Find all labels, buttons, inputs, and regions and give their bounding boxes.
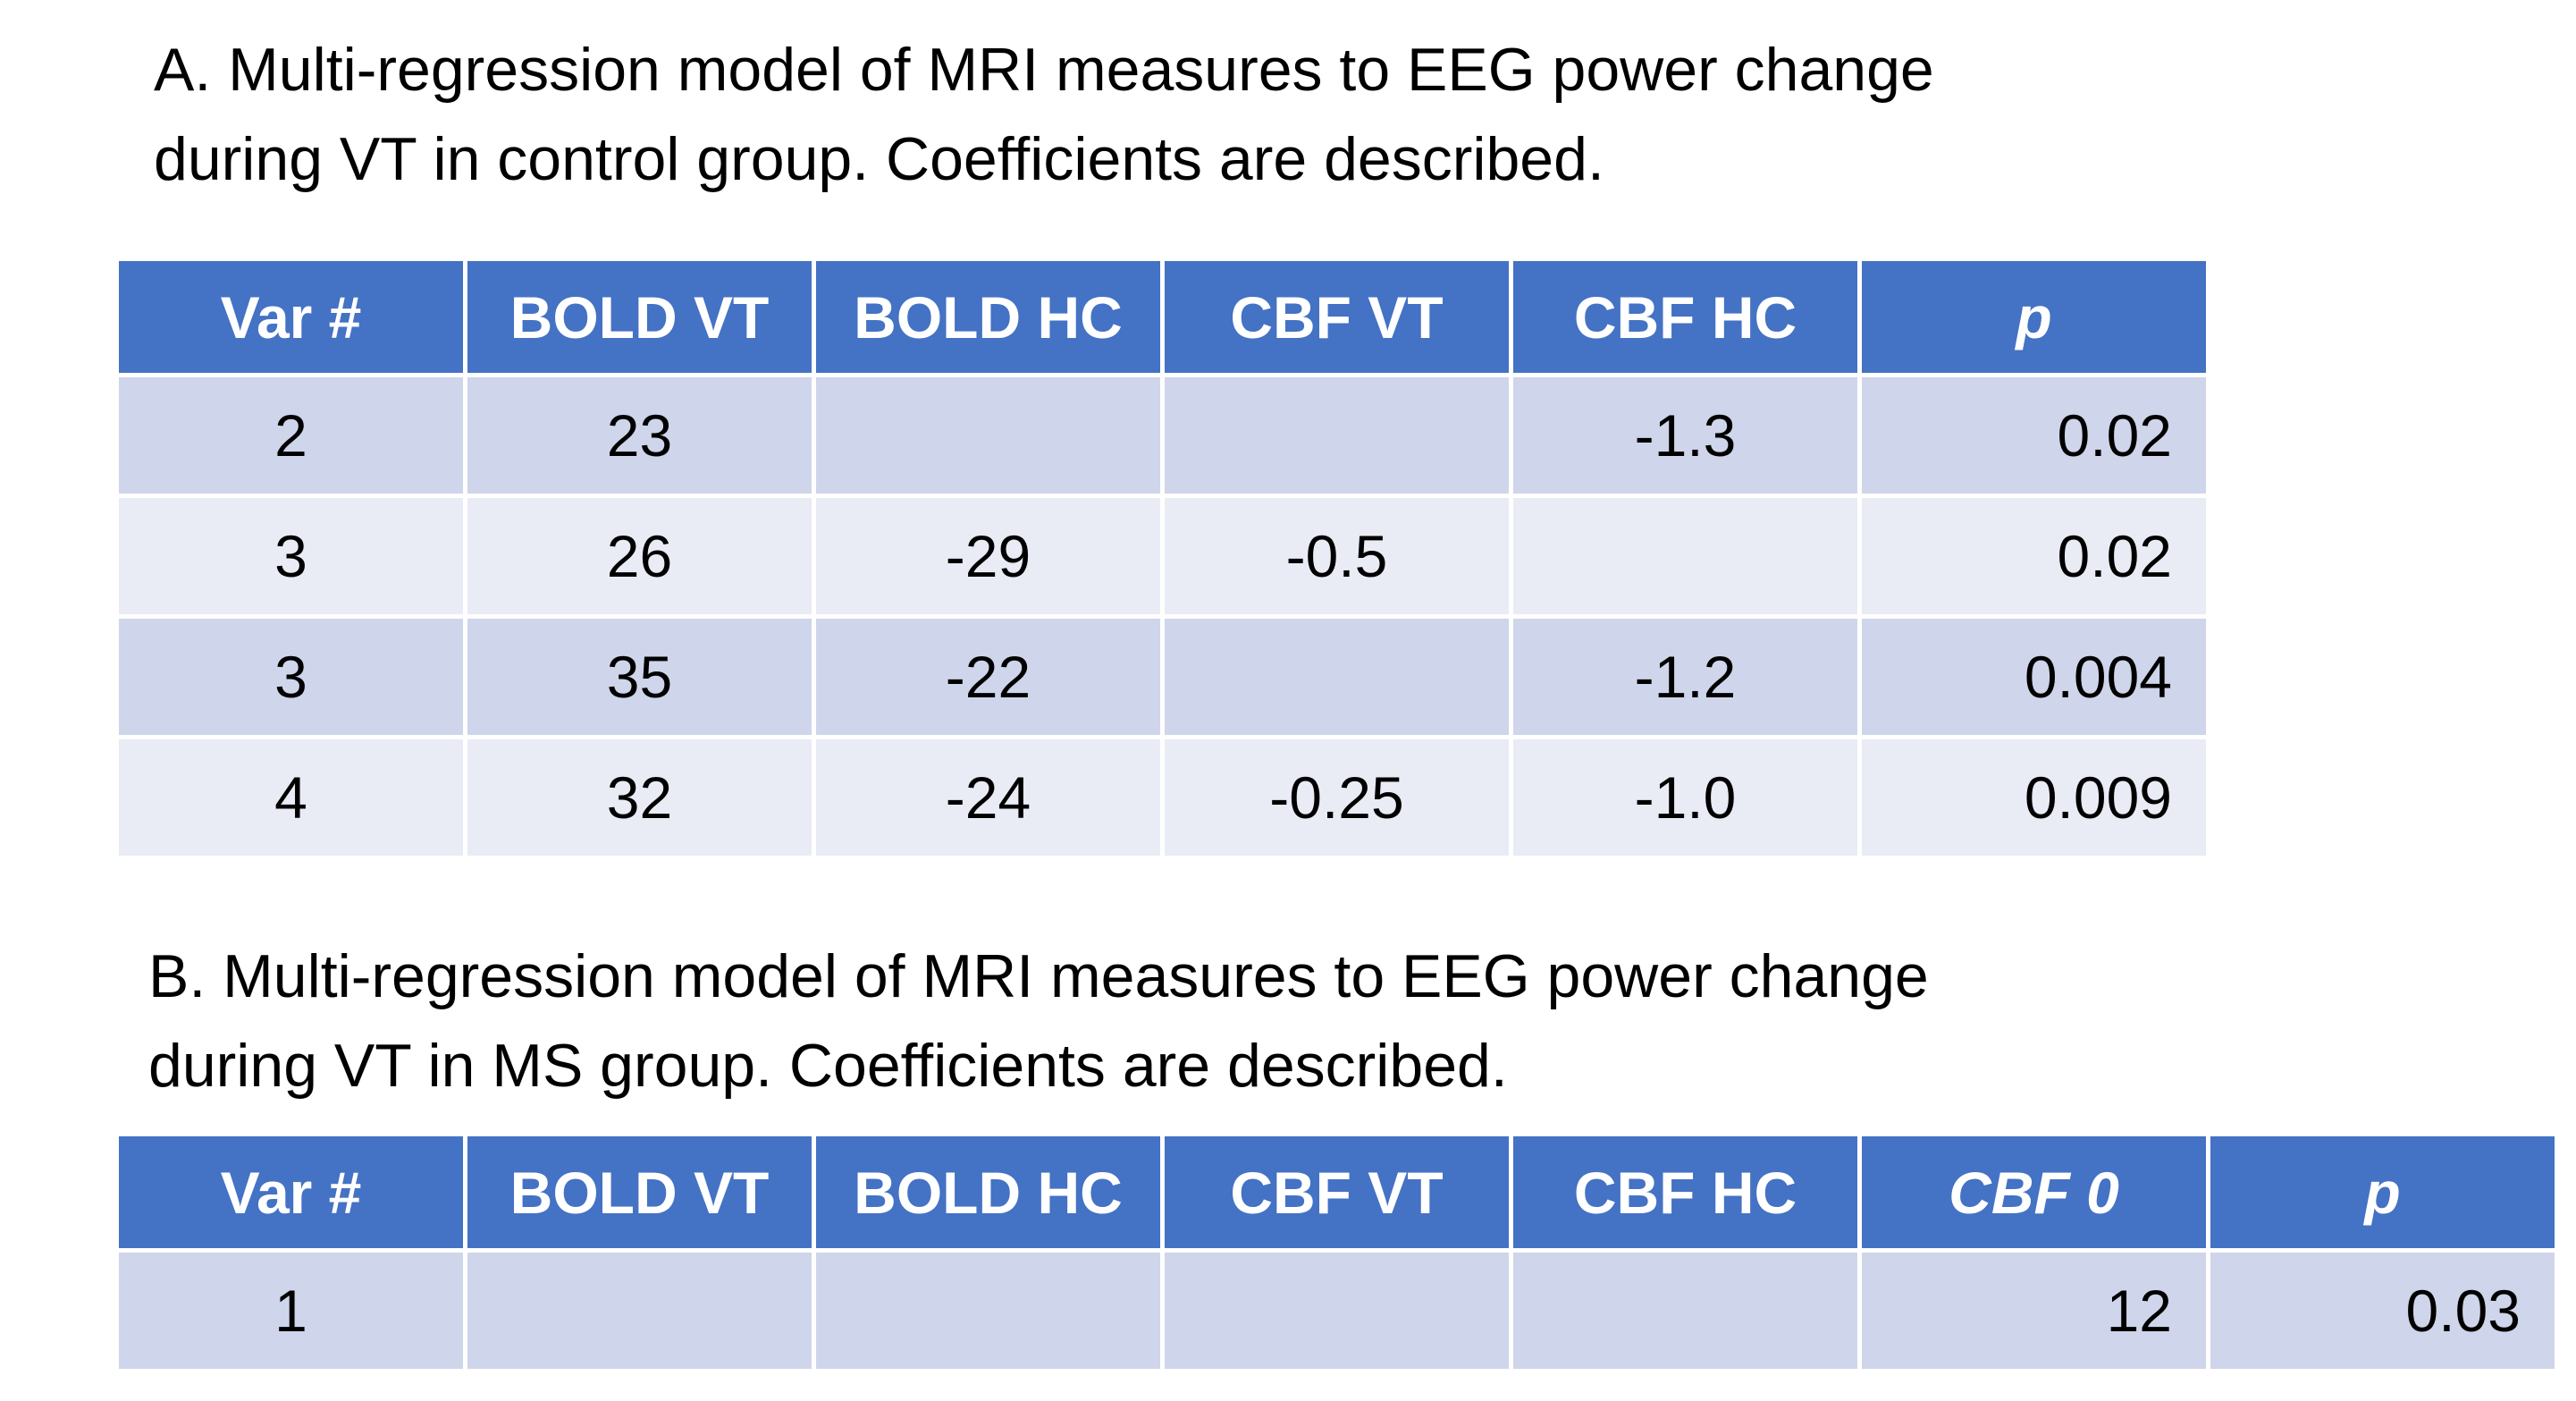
table-cell <box>467 1253 812 1369</box>
table-row: 1 12 0.03 <box>119 1253 2555 1369</box>
header-cell: CBF HC <box>1513 261 1857 373</box>
header-cell: CBF VT <box>1165 1136 1509 1248</box>
header-cell: CBF VT <box>1165 261 1509 373</box>
header-cell: p <box>2210 1136 2555 1248</box>
header-cell: CBF 0 <box>1862 1136 2206 1248</box>
header-cell: BOLD VT <box>467 261 812 373</box>
table-cell: 0.02 <box>1862 377 2206 494</box>
table-row: 3 26 -29 -0.5 0.02 <box>119 498 2206 614</box>
table-cell <box>1513 1253 1857 1369</box>
table-cell: 1 <box>119 1253 463 1369</box>
header-cell: Var # <box>119 1136 463 1248</box>
title-line: during VT in MS group. Coefficients are … <box>148 1032 1508 1100</box>
table-cell: 26 <box>467 498 812 614</box>
table-cell: -1.2 <box>1513 619 1857 735</box>
table-cell <box>1165 377 1509 494</box>
title-line: A. Multi-regression model of MRI measure… <box>154 36 1934 104</box>
table-cell: -1.0 <box>1513 739 1857 856</box>
table-cell: 0.03 <box>2210 1253 2555 1369</box>
header-cell: CBF HC <box>1513 1136 1857 1248</box>
table-cell: 32 <box>467 739 812 856</box>
table-cell: 0.02 <box>1862 498 2206 614</box>
table-cell: 3 <box>119 498 463 614</box>
title-line: during VT in control group. Coefficients… <box>154 125 1604 193</box>
table-cell: 23 <box>467 377 812 494</box>
table-row: 3 35 -22 -1.2 0.004 <box>119 619 2206 735</box>
table-cell: 12 <box>1862 1253 2206 1369</box>
table-row: 2 23 -1.3 0.02 <box>119 377 2206 494</box>
table-a: Var # BOLD VT BOLD HC CBF VT CBF HC p 2 23 -1.3 0… <box>114 257 2210 860</box>
table-b: Var # BOLD VT BOLD HC CBF VT CBF HC CBF 0 p 1 12… <box>114 1132 2559 1373</box>
header-cell: BOLD HC <box>816 1136 1160 1248</box>
table-cell: -22 <box>816 619 1160 735</box>
table-cell <box>1513 498 1857 614</box>
table-cell: 35 <box>467 619 812 735</box>
table-cell <box>816 377 1160 494</box>
title-line: B. Multi-regression model of MRI measure… <box>148 942 1929 1010</box>
header-cell: Var # <box>119 261 463 373</box>
table-cell: 3 <box>119 619 463 735</box>
title-a: A. Multi-regression model of MRI measure… <box>154 25 1934 204</box>
header-cell: p <box>1862 261 2206 373</box>
table-cell <box>1165 619 1509 735</box>
table-cell: -29 <box>816 498 1160 614</box>
header-cell: BOLD VT <box>467 1136 812 1248</box>
header-cell: BOLD HC <box>816 261 1160 373</box>
table-cell <box>1165 1253 1509 1369</box>
table-cell: -0.5 <box>1165 498 1509 614</box>
header-row: Var # BOLD VT BOLD HC CBF VT CBF HC p <box>119 261 2206 373</box>
table-cell: -1.3 <box>1513 377 1857 494</box>
table-row: 4 32 -24 -0.25 -1.0 0.009 <box>119 739 2206 856</box>
title-b: B. Multi-regression model of MRI measure… <box>148 932 1929 1110</box>
table-cell: -24 <box>816 739 1160 856</box>
table-cell: 0.004 <box>1862 619 2206 735</box>
table-cell <box>816 1253 1160 1369</box>
table-cell: -0.25 <box>1165 739 1509 856</box>
table-cell: 2 <box>119 377 463 494</box>
table-cell: 4 <box>119 739 463 856</box>
table-cell: 0.009 <box>1862 739 2206 856</box>
